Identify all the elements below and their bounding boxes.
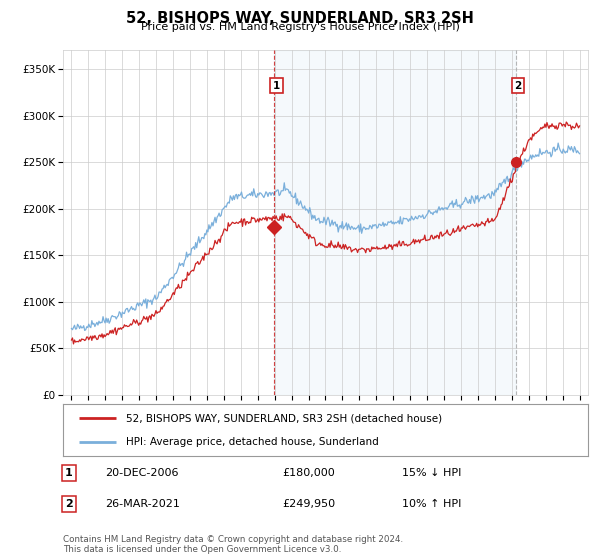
Text: Price paid vs. HM Land Registry's House Price Index (HPI): Price paid vs. HM Land Registry's House … (140, 22, 460, 32)
Text: HPI: Average price, detached house, Sunderland: HPI: Average price, detached house, Sund… (126, 437, 379, 447)
Text: Contains HM Land Registry data © Crown copyright and database right 2024.
This d: Contains HM Land Registry data © Crown c… (63, 535, 403, 554)
Text: 26-MAR-2021: 26-MAR-2021 (105, 499, 180, 509)
Bar (274, 50, 515, 395)
Text: 1: 1 (65, 468, 73, 478)
Text: 2: 2 (65, 499, 73, 509)
Text: 2: 2 (515, 81, 522, 91)
Text: £180,000: £180,000 (282, 468, 335, 478)
Text: 52, BISHOPS WAY, SUNDERLAND, SR3 2SH: 52, BISHOPS WAY, SUNDERLAND, SR3 2SH (126, 11, 474, 26)
Text: 20-DEC-2006: 20-DEC-2006 (105, 468, 179, 478)
Text: 15% ↓ HPI: 15% ↓ HPI (402, 468, 461, 478)
Text: £249,950: £249,950 (282, 499, 335, 509)
Text: 1: 1 (273, 81, 280, 91)
Text: 52, BISHOPS WAY, SUNDERLAND, SR3 2SH (detached house): 52, BISHOPS WAY, SUNDERLAND, SR3 2SH (de… (126, 413, 442, 423)
Text: 10% ↑ HPI: 10% ↑ HPI (402, 499, 461, 509)
